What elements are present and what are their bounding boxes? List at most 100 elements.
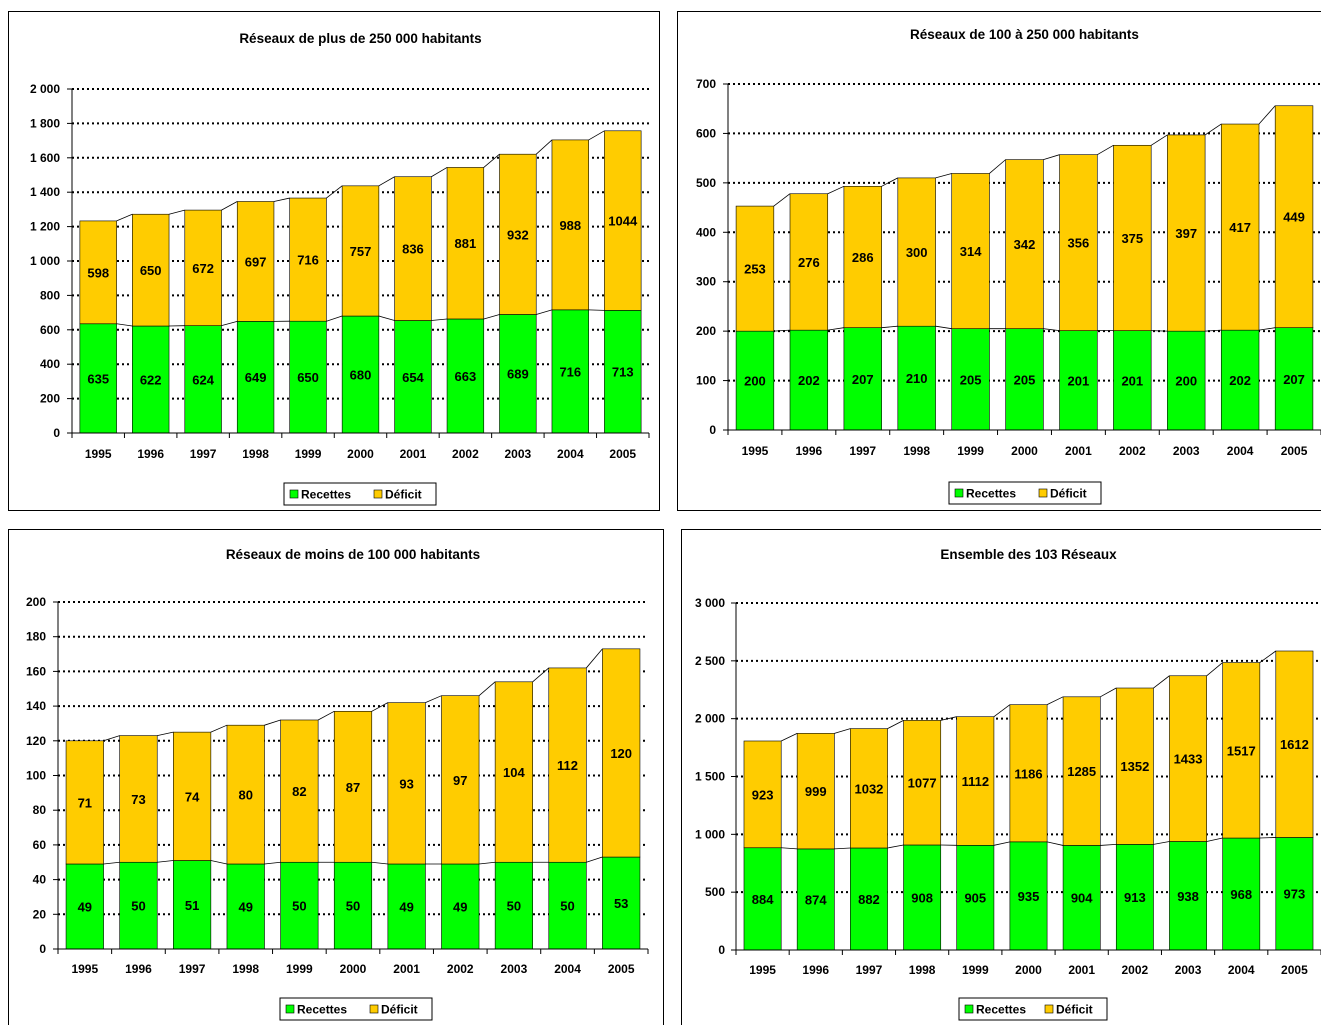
- y-tick-label: 400: [696, 225, 716, 239]
- series-line-recettes: [935, 325, 952, 330]
- bar-deficit: [1009, 704, 1048, 843]
- data-label-recettes: 663: [455, 369, 477, 384]
- y-tick-label: 1 800: [30, 116, 60, 130]
- bar-recettes: [551, 309, 589, 434]
- x-tick-label: 1995: [85, 447, 112, 461]
- bar-recettes: [1059, 330, 1098, 431]
- data-label-deficit: 356: [1068, 236, 1090, 251]
- chart-title: Ensemble des 103 Réseaux: [940, 547, 1117, 562]
- data-label-deficit: 650: [140, 263, 162, 278]
- x-tick-label: 2005: [608, 962, 635, 976]
- bar-deficit: [119, 735, 158, 863]
- bar-recettes: [132, 325, 170, 434]
- series-line-recettes: [1259, 837, 1276, 839]
- data-label-deficit: 104: [503, 765, 525, 780]
- series-line-total: [317, 710, 335, 721]
- series-line-total: [116, 213, 133, 222]
- y-tick-label: 0: [709, 423, 716, 437]
- bar-recettes: [280, 861, 319, 950]
- data-label-recettes: 884: [752, 892, 774, 907]
- bar-deficit: [843, 186, 882, 328]
- series-line-recettes: [116, 323, 133, 327]
- chart-title: Réseaux de 100 à 250 000 habitants: [910, 27, 1139, 42]
- legend-swatch-recettes: [285, 1004, 295, 1014]
- data-label-deficit: 716: [297, 253, 319, 268]
- data-label-recettes: 205: [960, 372, 982, 387]
- series-line-total: [532, 667, 550, 683]
- series-line-recettes: [773, 329, 791, 332]
- x-tick-label: 1999: [295, 447, 322, 461]
- x-tick-label: 1997: [179, 962, 206, 976]
- y-tick-label: 1 600: [30, 151, 60, 165]
- x-tick-label: 1998: [909, 963, 936, 977]
- data-label-deficit: 286: [852, 250, 874, 265]
- data-label-recettes: 624: [192, 372, 214, 387]
- series-line-recettes: [378, 315, 395, 321]
- data-label-recettes: 622: [140, 373, 162, 388]
- bar-deficit: [394, 176, 432, 321]
- y-tick-label: 1 000: [30, 254, 60, 268]
- series-line-recettes: [834, 847, 851, 850]
- data-label-recettes: 200: [1175, 374, 1197, 389]
- x-tick-label: 2001: [393, 962, 420, 976]
- data-label-recettes: 689: [507, 367, 529, 382]
- bar-recettes: [1005, 328, 1044, 431]
- data-label-recettes: 649: [245, 370, 267, 385]
- bar-recettes: [1115, 844, 1154, 951]
- data-label-deficit: 1612: [1280, 737, 1309, 752]
- data-label-recettes: 50: [560, 899, 574, 914]
- x-tick-label: 2004: [1227, 444, 1254, 458]
- series-line-recettes: [1043, 328, 1060, 332]
- y-tick-label: 80: [33, 803, 47, 817]
- x-tick-label: 2000: [347, 447, 374, 461]
- bar-recettes: [499, 314, 537, 434]
- legend-swatch-deficit: [1038, 488, 1048, 498]
- chart-all-networks: Ensemble des 103 Réseaux 884 923 874 999 882 1…: [695, 547, 1321, 1021]
- legend-box: [283, 482, 437, 506]
- data-label-recettes: 205: [1014, 372, 1036, 387]
- y-tick-label: 2 000: [695, 712, 725, 726]
- bar-deficit: [494, 681, 533, 863]
- series-line-total: [588, 130, 605, 141]
- series-line-total: [425, 695, 442, 703]
- x-tick-label: 2002: [1122, 963, 1149, 977]
- series-line-recettes: [1047, 841, 1064, 846]
- y-tick-label: 600: [696, 126, 716, 140]
- y-tick-label: 1 400: [30, 185, 60, 199]
- x-tick-label: 2004: [1228, 963, 1255, 977]
- x-tick-label: 2002: [1119, 444, 1146, 458]
- series-line-recettes: [1205, 329, 1222, 332]
- x-tick-label: 2001: [400, 447, 427, 461]
- series-line-recettes: [588, 309, 605, 311]
- series-line-total: [264, 719, 281, 726]
- bar-recettes: [903, 844, 942, 951]
- bar-recettes: [951, 328, 990, 431]
- y-tick-label: 1 500: [695, 770, 725, 784]
- bar-recettes: [1167, 330, 1206, 431]
- series-line-total: [586, 648, 603, 669]
- x-tick-label: 1998: [242, 447, 269, 461]
- data-label-recettes: 207: [1283, 372, 1305, 387]
- series-line-total: [535, 139, 553, 155]
- data-label-deficit: 1112: [962, 774, 990, 789]
- bar-deficit: [1274, 105, 1314, 328]
- series-line-recettes: [326, 315, 343, 322]
- bar-deficit: [604, 130, 642, 311]
- legend: Recettes Déficit: [283, 482, 437, 506]
- series-line-total: [1150, 134, 1168, 146]
- bar-deficit: [289, 197, 327, 322]
- bar-deficit: [132, 213, 170, 327]
- series-line-recettes: [483, 314, 500, 320]
- series-line-total: [1258, 105, 1276, 125]
- data-label-deficit: 417: [1229, 220, 1251, 235]
- bar-deficit: [602, 648, 641, 858]
- y-tick-label: 60: [33, 838, 47, 852]
- data-label-recettes: 680: [350, 368, 372, 383]
- chart-panel-large-networks: Réseaux de plus de 250 000 habitants 635 5…: [8, 11, 660, 511]
- legend-label-recettes: Recettes: [301, 488, 351, 502]
- series-line-recettes: [993, 841, 1010, 846]
- bar-recettes: [1169, 841, 1207, 951]
- data-label-deficit: 598: [87, 265, 109, 280]
- series-line-recettes: [881, 325, 898, 329]
- data-label-recettes: 968: [1230, 887, 1252, 902]
